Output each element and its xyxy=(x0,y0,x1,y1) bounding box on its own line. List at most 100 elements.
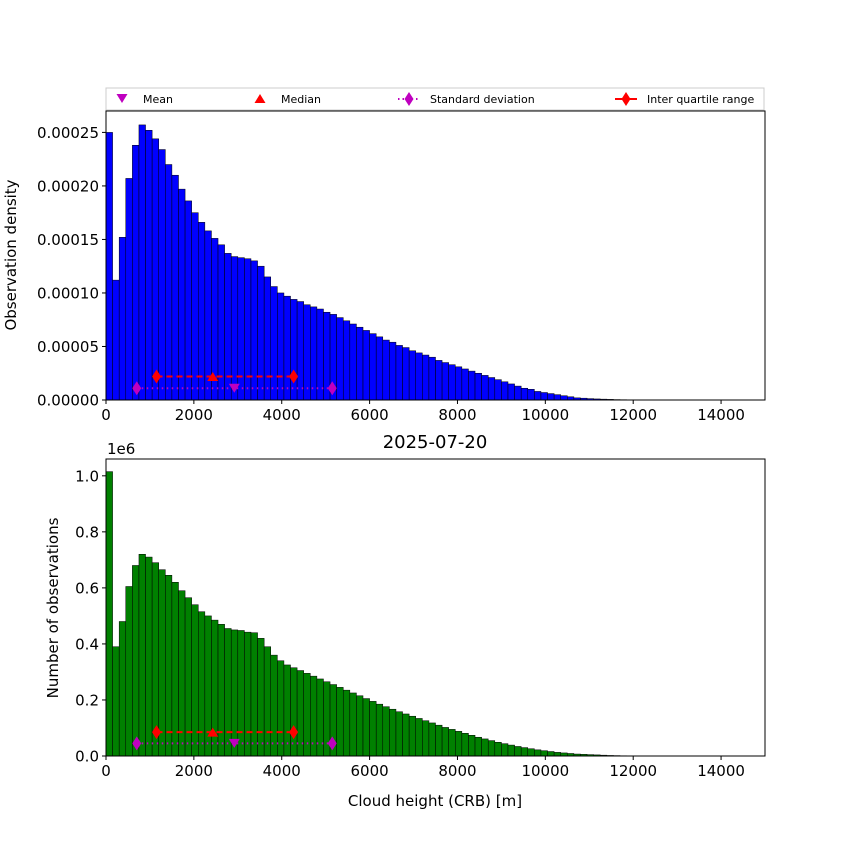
density-bar xyxy=(369,333,377,401)
density-x-ticks: 0 2000 4000 6000 8000 10000 12000 14000 xyxy=(101,400,745,424)
density-bar xyxy=(151,138,159,401)
count-plot-frame xyxy=(105,458,766,757)
count-bar xyxy=(316,678,324,757)
count-bar xyxy=(132,565,140,757)
density-median-marker xyxy=(207,371,219,381)
density-bar xyxy=(283,295,291,401)
count-y-axis-label: Number of observations xyxy=(44,517,62,698)
density-bar xyxy=(474,372,482,401)
iqr-marker-icon xyxy=(621,92,631,106)
density-bar xyxy=(487,377,496,401)
count-bar xyxy=(382,706,390,757)
count-bar xyxy=(230,629,239,757)
count-y-tick-label: 0.8 xyxy=(75,523,99,541)
count-y-tick-label: 0.4 xyxy=(75,635,99,653)
count-bar xyxy=(435,724,443,757)
count-bar xyxy=(375,703,384,757)
density-bar xyxy=(230,256,239,401)
density-bar xyxy=(244,258,252,401)
count-bar xyxy=(540,750,548,757)
count-bar xyxy=(408,715,416,757)
density-x-tick-label: 4000 xyxy=(263,406,301,424)
count-bar xyxy=(349,692,357,757)
density-bar xyxy=(250,260,258,401)
legend-item-std: Standard deviation xyxy=(398,92,535,106)
density-bar xyxy=(455,366,463,401)
count-bar xyxy=(389,708,397,757)
density-bar xyxy=(257,265,265,401)
count-x-tick-label: 4000 xyxy=(263,762,301,780)
density-plot-frame xyxy=(105,110,766,401)
density-bar xyxy=(165,164,173,401)
count-bar xyxy=(481,738,489,757)
legend-label-median: Median xyxy=(281,93,321,106)
density-x-tick-label: 14000 xyxy=(697,406,745,424)
count-chart: 2025-07-20 1e6 0 2000 4000 6000 8000 10000 120… xyxy=(44,432,766,810)
density-bar xyxy=(507,383,515,401)
density-bar xyxy=(422,354,430,401)
density-bar xyxy=(514,385,522,401)
density-bar xyxy=(461,368,469,401)
count-y-tick-label: 0.2 xyxy=(75,691,99,709)
density-iqr-marker xyxy=(152,369,162,384)
density-bar xyxy=(560,395,568,401)
count-x-tick-label: 10000 xyxy=(521,762,569,780)
count-bar xyxy=(158,569,166,757)
density-x-tick-label: 12000 xyxy=(609,406,657,424)
count-bar xyxy=(165,575,173,757)
density-bar xyxy=(342,320,351,401)
count-mean-marker xyxy=(228,738,240,748)
density-chart: 0 2000 4000 6000 8000 10000 12000 14000 0.00000… xyxy=(2,110,766,424)
count-bar xyxy=(244,631,252,757)
density-bar xyxy=(435,360,443,401)
mean-marker-icon xyxy=(116,94,128,103)
count-bar xyxy=(448,729,456,757)
density-bar xyxy=(408,350,416,401)
median-marker-icon xyxy=(254,94,266,103)
legend: Mean Median Standard deviation Inter qua… xyxy=(105,87,765,111)
count-x-ticks: 0 2000 4000 6000 8000 10000 12000 14000 xyxy=(101,756,745,780)
count-bar xyxy=(105,471,113,757)
density-bar xyxy=(553,394,561,401)
count-bar xyxy=(277,660,285,757)
count-bar xyxy=(461,733,469,757)
density-std-marker xyxy=(132,381,142,396)
density-bar xyxy=(494,379,502,401)
density-y-axis-label: Observation density xyxy=(2,179,20,330)
count-bar xyxy=(224,628,232,757)
density-bar xyxy=(547,393,555,401)
density-bar xyxy=(184,200,192,401)
density-bar xyxy=(428,356,436,401)
count-bar xyxy=(362,698,370,757)
density-x-tick-label: 0 xyxy=(101,406,111,424)
density-bar xyxy=(237,257,245,401)
count-chart-title: 2025-07-20 xyxy=(383,432,488,453)
count-y-tick-label: 0.6 xyxy=(75,579,99,597)
density-bar xyxy=(448,364,456,401)
legend-item-mean: Mean xyxy=(116,93,173,106)
density-bar xyxy=(191,212,199,401)
density-bar xyxy=(204,230,212,401)
count-x-tick-label: 2000 xyxy=(175,762,213,780)
count-bar xyxy=(257,638,265,757)
count-bar xyxy=(501,743,509,757)
density-y-tick-label: 0.00005 xyxy=(37,338,99,356)
density-bar xyxy=(138,124,146,401)
density-bar xyxy=(349,323,357,401)
count-bar xyxy=(112,646,120,757)
density-y-tick-label: 0.00020 xyxy=(37,177,99,195)
count-bar xyxy=(250,632,258,757)
density-bar xyxy=(362,330,370,401)
count-y-ticks: 0.0 0.2 0.4 0.6 0.8 1.0 xyxy=(75,467,106,766)
density-bar xyxy=(389,341,397,401)
density-bar xyxy=(316,308,324,401)
density-bar xyxy=(105,132,113,401)
count-bar xyxy=(310,675,318,757)
count-iqr-marker xyxy=(289,725,299,740)
count-bar xyxy=(553,752,561,757)
count-bar xyxy=(237,630,245,757)
legend-label-std: Standard deviation xyxy=(430,93,535,106)
count-bar xyxy=(428,722,436,757)
count-x-tick-label: 6000 xyxy=(351,762,389,780)
count-stat-markers xyxy=(132,725,337,751)
